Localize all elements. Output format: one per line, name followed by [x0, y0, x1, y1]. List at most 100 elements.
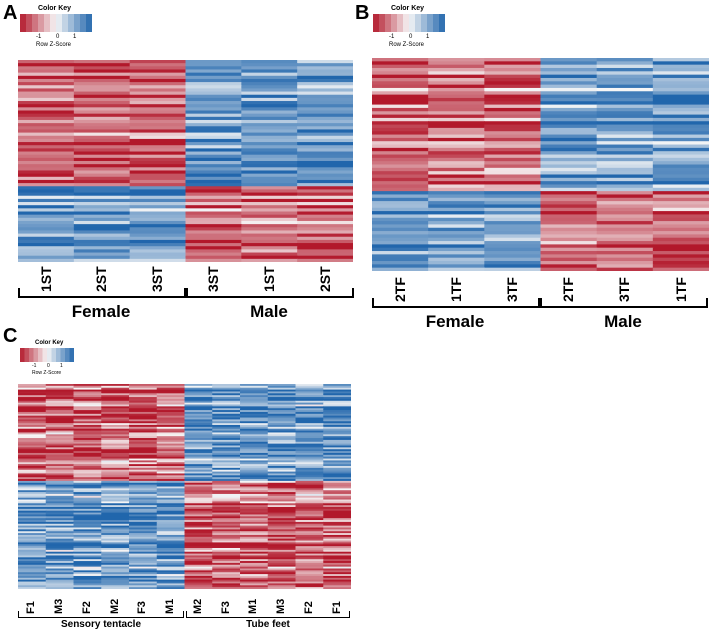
heatmap-cell — [73, 490, 102, 493]
heatmap-cell — [267, 402, 297, 406]
heatmap-cell — [73, 562, 102, 566]
heatmap-cell — [184, 419, 213, 422]
heatmap-cell — [18, 406, 47, 409]
heatmap-cell — [295, 503, 324, 506]
heatmap-cell — [428, 244, 485, 249]
heatmap-cell — [129, 456, 158, 460]
heatmap-cell — [184, 480, 213, 484]
heatmap-cell — [156, 512, 186, 516]
heatmap-cell — [652, 214, 709, 219]
heatmap-cell — [240, 585, 269, 588]
heatmap-cell — [323, 411, 351, 415]
heatmap-cell — [295, 523, 324, 527]
heatmap-cell — [156, 562, 186, 566]
heatmap-cell — [267, 499, 297, 503]
heatmap-cell — [652, 164, 709, 169]
heatmap-cell — [212, 479, 241, 482]
heatmap-cell — [596, 251, 654, 255]
heatmap-cell — [428, 157, 485, 162]
color-key-swatch — [427, 14, 434, 32]
heatmap-cell — [372, 144, 429, 149]
heatmap-cell — [73, 202, 131, 206]
heatmap-cell — [129, 536, 158, 540]
heatmap-cell — [18, 568, 47, 571]
heatmap-cell — [323, 482, 351, 486]
heatmap-cell — [156, 577, 186, 581]
color-key-swatch — [38, 348, 43, 362]
heatmap-cell — [295, 499, 324, 503]
heatmap-cell — [101, 516, 130, 519]
heatmap-cell — [212, 518, 241, 521]
heatmap-cell — [129, 126, 187, 131]
heatmap-cell — [101, 385, 130, 389]
heatmap-cell — [212, 546, 241, 549]
heatmap-cell — [652, 241, 709, 245]
heatmap-cell — [323, 490, 351, 493]
heatmap-cell — [540, 204, 598, 209]
heatmap-cell — [185, 113, 242, 118]
heatmap-cell — [184, 415, 213, 419]
heatmap-cell — [73, 157, 131, 162]
heatmap-cell — [323, 391, 351, 394]
heatmap-cell — [212, 574, 241, 577]
heatmap-cell — [372, 221, 429, 226]
heatmap-cell — [45, 518, 75, 521]
heatmap-cell — [596, 174, 654, 179]
heatmap-cell — [45, 443, 75, 447]
heatmap-cell — [295, 534, 324, 538]
heatmap-cell — [184, 505, 213, 508]
heatmap-cell — [73, 460, 102, 463]
heatmap-cell — [596, 197, 654, 202]
heatmap-cell — [240, 559, 269, 562]
heatmap-cell — [596, 227, 654, 232]
heatmap-cell — [295, 439, 324, 443]
heatmap-cell — [18, 189, 75, 194]
heatmap-cell — [297, 195, 353, 200]
heatmap-cell — [323, 473, 351, 476]
heatmap-cell — [101, 397, 130, 400]
heatmap-cell — [295, 583, 324, 586]
heatmap-cell — [267, 443, 297, 447]
heatmap-cell — [323, 469, 351, 473]
heatmap-cell — [185, 230, 242, 235]
heatmap-cell — [18, 411, 47, 415]
color-key-swatch — [29, 348, 34, 362]
heatmap-cell — [18, 417, 47, 421]
heatmap-cell — [241, 116, 298, 121]
heatmap-cell — [372, 254, 429, 259]
heatmap-cell — [540, 114, 598, 119]
heatmap-cell — [212, 559, 241, 562]
heatmap-cell — [73, 404, 102, 407]
heatmap-cell — [323, 449, 351, 452]
heatmap-cell — [184, 512, 213, 516]
panel-b-heatmap — [372, 58, 709, 271]
heatmap-cell — [212, 510, 241, 514]
heatmap-cell — [184, 564, 213, 568]
heatmap-cell — [101, 482, 130, 486]
heatmap-cell — [297, 249, 353, 254]
heatmap-cell — [101, 488, 130, 491]
heatmap-cell — [73, 167, 131, 172]
heatmap-cell — [295, 425, 324, 428]
heatmap-cell — [596, 264, 654, 269]
heatmap-cell — [297, 252, 353, 257]
heatmap-cell — [428, 201, 485, 206]
heatmap-cell — [323, 559, 351, 562]
heatmap-cell — [372, 167, 429, 172]
heatmap-cell — [267, 587, 297, 589]
color-key-swatch — [86, 14, 92, 32]
heatmap-cell — [184, 443, 213, 447]
heatmap-cell — [184, 574, 213, 577]
heatmap-cell — [45, 458, 75, 462]
heatmap-cell — [295, 406, 324, 409]
heatmap-cell — [323, 467, 351, 471]
heatmap-cell — [596, 257, 654, 262]
heatmap-cell — [185, 205, 242, 209]
heatmap-cell — [101, 471, 130, 475]
color-key-gradient — [20, 14, 92, 32]
heatmap-cell — [267, 561, 297, 564]
heatmap-cell — [212, 490, 241, 493]
heatmap-cell — [45, 408, 75, 411]
heatmap-cell — [184, 432, 213, 435]
heatmap-cell — [73, 561, 102, 564]
